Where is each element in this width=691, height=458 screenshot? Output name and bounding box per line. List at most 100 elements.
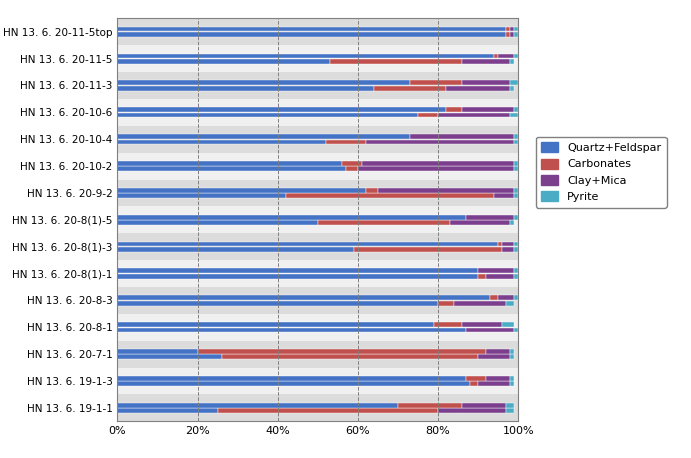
Bar — [117, 215, 466, 219]
Bar — [510, 59, 514, 64]
Bar — [507, 408, 514, 413]
Bar — [218, 408, 438, 413]
Bar — [510, 349, 514, 354]
Bar — [478, 354, 510, 359]
Bar — [117, 233, 518, 260]
Bar — [117, 260, 518, 287]
Bar — [342, 161, 362, 166]
Bar — [514, 242, 518, 246]
Bar — [446, 107, 462, 112]
Bar — [514, 295, 518, 300]
Bar — [117, 54, 494, 58]
Bar — [117, 349, 198, 354]
Bar — [117, 242, 498, 246]
Bar — [418, 113, 438, 117]
Bar — [507, 403, 514, 408]
Bar — [117, 382, 470, 386]
Bar — [462, 322, 502, 327]
Bar — [490, 295, 498, 300]
Bar — [514, 215, 518, 219]
Bar — [466, 215, 514, 219]
Bar — [117, 354, 222, 359]
Bar — [507, 301, 514, 305]
Bar — [507, 27, 510, 32]
Bar — [486, 274, 514, 278]
Bar — [514, 188, 518, 193]
Bar — [454, 301, 507, 305]
Bar — [410, 134, 514, 139]
Bar — [514, 166, 518, 171]
Bar — [117, 81, 410, 85]
Bar — [117, 166, 346, 171]
Bar — [498, 295, 514, 300]
Bar — [117, 408, 218, 413]
Bar — [502, 242, 514, 246]
Bar — [358, 166, 514, 171]
Bar — [450, 220, 510, 225]
Bar — [117, 193, 286, 198]
Bar — [514, 161, 518, 166]
Bar — [117, 188, 366, 193]
Bar — [117, 107, 446, 112]
Bar — [438, 408, 507, 413]
Bar — [378, 188, 514, 193]
Bar — [510, 86, 514, 91]
Bar — [514, 107, 518, 112]
Bar — [478, 382, 510, 386]
Bar — [434, 322, 462, 327]
Bar — [510, 382, 514, 386]
Bar — [510, 376, 514, 381]
Bar — [117, 220, 318, 225]
Bar — [330, 59, 462, 64]
Bar — [117, 113, 418, 117]
Bar — [117, 274, 478, 278]
Bar — [502, 322, 514, 327]
Bar — [366, 140, 514, 144]
Bar — [486, 376, 510, 381]
Bar — [117, 314, 518, 341]
Bar — [478, 268, 514, 273]
Bar — [510, 113, 518, 117]
Bar — [286, 193, 494, 198]
Bar — [514, 268, 518, 273]
Bar — [514, 247, 518, 252]
Bar — [514, 193, 518, 198]
Bar — [510, 27, 514, 32]
Bar — [117, 403, 398, 408]
Bar — [510, 220, 514, 225]
Bar — [117, 322, 434, 327]
Bar — [514, 140, 518, 144]
Bar — [366, 188, 378, 193]
Bar — [117, 99, 518, 126]
Bar — [507, 32, 510, 37]
Bar — [514, 27, 518, 32]
Bar — [346, 166, 358, 171]
Bar — [117, 368, 518, 394]
Bar — [117, 394, 518, 421]
Bar — [462, 59, 510, 64]
Bar — [117, 134, 410, 139]
Bar — [510, 32, 514, 37]
Bar — [470, 382, 478, 386]
Bar — [117, 153, 518, 180]
Bar — [117, 161, 342, 166]
Bar — [478, 274, 486, 278]
Bar — [398, 403, 462, 408]
Bar — [466, 376, 486, 381]
Bar — [117, 376, 466, 381]
Bar — [510, 81, 518, 85]
Bar — [514, 274, 518, 278]
Bar — [466, 327, 514, 333]
Bar — [514, 327, 518, 333]
Bar — [514, 54, 518, 58]
Bar — [446, 86, 510, 91]
Bar — [438, 301, 454, 305]
Bar — [462, 81, 510, 85]
Bar — [514, 32, 518, 37]
Bar — [117, 18, 518, 45]
Bar — [117, 86, 374, 91]
Bar — [117, 45, 518, 72]
Bar — [498, 242, 502, 246]
Bar — [117, 72, 518, 99]
Bar — [117, 207, 518, 233]
